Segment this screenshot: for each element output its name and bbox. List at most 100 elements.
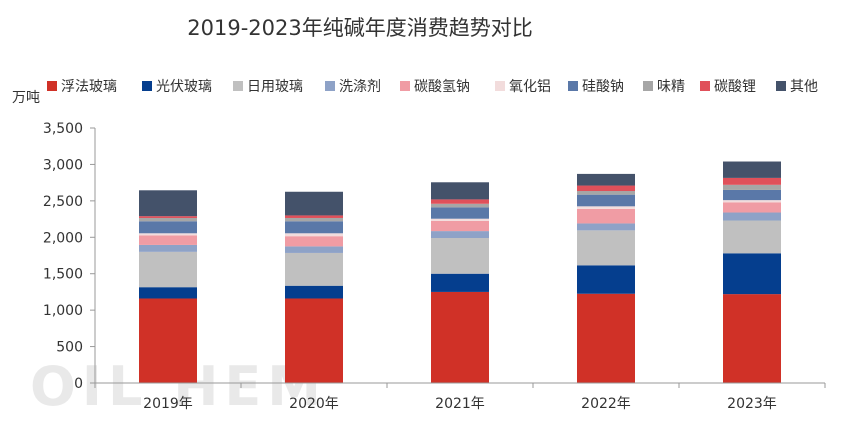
bar-segment bbox=[431, 291, 489, 383]
legend: 浮法玻璃 光伏玻璃 日用玻璃 洗涤剂 碳酸氢钠 氧化铝 硅酸钠 味精 碳酸锂 其他 bbox=[47, 78, 818, 95]
x-tick-label: 2023年 bbox=[727, 396, 777, 412]
legend-item: 氧化铝 bbox=[495, 79, 551, 95]
bar-segment bbox=[577, 191, 635, 195]
bar-segment bbox=[285, 217, 343, 222]
bar-stack bbox=[723, 161, 781, 383]
bar-segment bbox=[139, 233, 197, 236]
bar-segment bbox=[431, 273, 489, 292]
x-axis: 2019年 2020年 2021年 2022年 2023年 bbox=[94, 382, 826, 412]
y-tick-label: 0 bbox=[74, 376, 83, 392]
bar-segment bbox=[577, 185, 635, 192]
legend-label: 光伏玻璃 bbox=[156, 78, 212, 95]
bar-segment bbox=[577, 173, 635, 186]
legend-item: 洗涤剂 bbox=[325, 79, 381, 95]
bar-segment bbox=[139, 190, 197, 217]
bar-stack bbox=[431, 182, 489, 383]
y-tick-label: 1,000 bbox=[43, 303, 83, 319]
legend-swatch bbox=[47, 81, 57, 91]
bar-segment bbox=[723, 202, 781, 213]
bar-segment bbox=[139, 216, 197, 218]
legend-item: 光伏玻璃 bbox=[142, 78, 212, 95]
y-axis-unit: 万吨 bbox=[12, 90, 40, 106]
bar-segment bbox=[139, 298, 197, 383]
legend-swatch bbox=[700, 81, 710, 91]
bars bbox=[139, 161, 781, 383]
legend-item: 碳酸氢钠 bbox=[400, 79, 470, 95]
y-tick-label: 3,000 bbox=[43, 157, 83, 173]
bar-segment bbox=[139, 235, 197, 245]
bar-segment bbox=[285, 236, 343, 247]
bar-segment bbox=[723, 177, 781, 185]
bar-segment bbox=[431, 207, 489, 219]
bar-segment bbox=[577, 223, 635, 231]
bar-segment bbox=[139, 221, 197, 234]
y-axis: 0 500 1,000 1,500 2,000 2,500 3,000 3,500 bbox=[43, 121, 96, 392]
x-tick-label: 2022年 bbox=[581, 396, 631, 412]
bar-segment bbox=[577, 206, 635, 209]
bar-segment bbox=[723, 220, 781, 254]
legend-label: 碳酸氢钠 bbox=[414, 79, 470, 95]
bar-segment bbox=[431, 231, 489, 239]
legend-item: 硅酸钠 bbox=[568, 79, 624, 95]
bar-segment bbox=[139, 244, 197, 252]
bar-segment bbox=[139, 217, 197, 222]
bar-stack bbox=[577, 173, 635, 383]
legend-item: 日用玻璃 bbox=[233, 78, 303, 95]
legend-label: 日用玻璃 bbox=[247, 78, 303, 95]
bar-segment bbox=[431, 220, 489, 232]
legend-swatch bbox=[400, 81, 410, 91]
bar-segment bbox=[431, 238, 489, 274]
bar-segment bbox=[723, 294, 781, 383]
legend-item: 碳酸锂 bbox=[700, 79, 756, 95]
bar-segment bbox=[285, 191, 343, 216]
bar-segment bbox=[285, 215, 343, 218]
legend-swatch bbox=[233, 81, 243, 91]
bar-segment bbox=[431, 182, 489, 200]
legend-swatch bbox=[495, 81, 505, 91]
bar-segment bbox=[139, 287, 197, 299]
x-tick-label: 2020年 bbox=[289, 396, 339, 412]
bar-segment bbox=[723, 189, 781, 201]
legend-label: 硅酸钠 bbox=[582, 79, 624, 95]
bar-segment bbox=[723, 184, 781, 190]
legend-label: 浮法玻璃 bbox=[61, 78, 117, 95]
y-tick-label: 2,500 bbox=[43, 194, 83, 210]
y-tick-label: 1,500 bbox=[43, 267, 83, 283]
legend-label: 其他 bbox=[790, 79, 818, 95]
legend-swatch bbox=[776, 81, 786, 91]
bar-segment bbox=[431, 218, 489, 221]
y-tick-label: 500 bbox=[56, 340, 83, 356]
legend-swatch bbox=[568, 81, 578, 91]
bar-stack bbox=[139, 190, 197, 383]
legend-swatch bbox=[643, 81, 653, 91]
y-tick-label: 2,000 bbox=[43, 230, 83, 246]
chart-title: 2019-2023年纯碱年度消费趋势对比 bbox=[187, 16, 533, 40]
bar-segment bbox=[723, 253, 781, 295]
bar-segment bbox=[285, 285, 343, 299]
bar-segment bbox=[723, 212, 781, 221]
bar-segment bbox=[577, 194, 635, 207]
legend-item: 味精 bbox=[643, 79, 685, 95]
legend-swatch bbox=[325, 81, 335, 91]
legend-label: 洗涤剂 bbox=[339, 79, 381, 95]
bar-segment bbox=[285, 233, 343, 237]
bar-segment bbox=[139, 251, 197, 288]
bar-segment bbox=[577, 265, 635, 294]
bar-segment bbox=[723, 161, 781, 178]
legend-label: 氧化铝 bbox=[509, 79, 551, 95]
legend-swatch bbox=[142, 81, 152, 91]
bar-segment bbox=[285, 246, 343, 253]
bar-segment bbox=[285, 298, 343, 383]
bar-segment bbox=[431, 199, 489, 204]
legend-label: 味精 bbox=[657, 79, 685, 95]
x-tick-label: 2019年 bbox=[143, 396, 193, 412]
legend-label: 碳酸锂 bbox=[714, 79, 756, 95]
bar-segment bbox=[285, 221, 343, 234]
bar-segment bbox=[723, 200, 781, 203]
bar-segment bbox=[577, 208, 635, 224]
bar-segment bbox=[431, 203, 489, 208]
x-tick-label: 2021年 bbox=[435, 396, 485, 412]
legend-item: 其他 bbox=[776, 79, 818, 95]
bar-segment bbox=[577, 230, 635, 266]
